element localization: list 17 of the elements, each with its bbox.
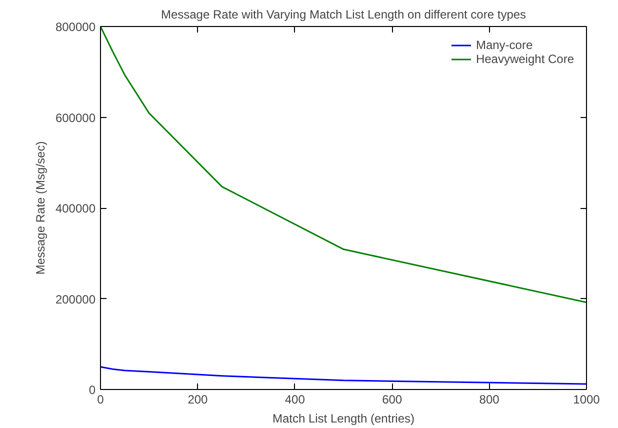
line-series — [100, 366, 586, 385]
x-tick-label: 200 — [188, 392, 208, 406]
y-axis-title: Message Rate (Msg/sec) — [33, 141, 48, 275]
y-tick-label: 200000 — [55, 292, 96, 306]
x-tick-label: 400 — [284, 392, 306, 406]
x-tick-label: 0 — [97, 392, 104, 406]
y-tick-label: 600000 — [55, 110, 96, 125]
y-tick-label: 0 — [88, 383, 96, 397]
legend-label: Many-core — [476, 38, 533, 52]
y-tick-label: 800000 — [55, 20, 96, 34]
x-tick-label: 1000 — [573, 392, 600, 406]
x-tick-label: 600 — [382, 392, 402, 406]
legend-label: Heavyweight Core — [476, 52, 574, 66]
x-tick-label: 800 — [479, 392, 500, 406]
x-axis-title: Match List Length (entries) — [272, 412, 415, 426]
chart-title: Message Rate with Varying Match List Length on different core types — [160, 8, 526, 22]
y-tick-label: 400000 — [55, 202, 96, 216]
